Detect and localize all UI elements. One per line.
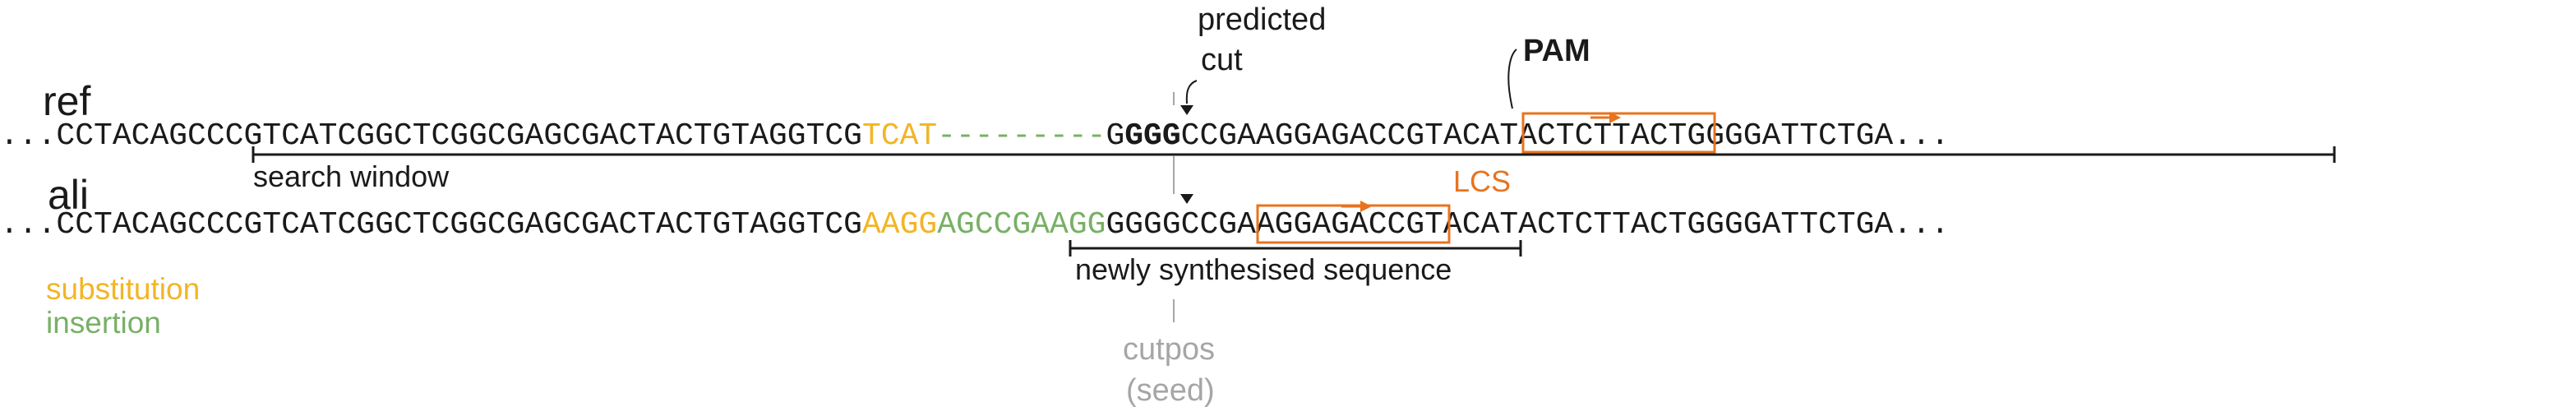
ref-seq-lcs: CCGAAGG	[1181, 118, 1313, 154]
predicted-cut-label-line2: cut	[1201, 43, 1243, 77]
pam-leader	[1507, 49, 1517, 109]
ref-seq-pam: GGG	[1124, 118, 1180, 154]
predicted-cut-label-line1: predicted	[1198, 2, 1326, 37]
ali-trailing-ellipsis: ...	[1893, 207, 1949, 243]
legend-substitution: substitution	[46, 272, 200, 306]
ali-leading-ellipsis: ...	[0, 207, 56, 243]
ref-label: ref	[43, 78, 90, 124]
ref-seq-g: G	[1106, 118, 1124, 154]
search-window-bracket	[252, 146, 2336, 163]
ref-seq-substitution: TCAT	[862, 118, 937, 154]
ali-label: ali	[48, 172, 89, 218]
ali-seq-insertion: A	[937, 207, 956, 243]
lcs-label: LCS	[1453, 164, 1511, 198]
ref-lcs-box	[1521, 112, 1716, 154]
ali-seq-suffix: GGGGCCGAAGGAGACCGTACATACTCTTACTGGGGATTCT…	[1106, 207, 1893, 243]
ref-sequence: ...CCTACAGCCCGTCATCGGCTCGGCGAGCGACTACTGT…	[0, 118, 1950, 154]
pam-label: PAM	[1523, 34, 1590, 68]
ref-seq-gap: ---------	[937, 118, 1106, 154]
legend-insertion: insertion	[46, 306, 161, 340]
cutpos-label-line1: cutpos	[1123, 332, 1215, 367]
newly-synthesised-bracket	[1069, 240, 1522, 257]
ref-leading-ellipsis: ...	[0, 118, 56, 154]
ali-seq-prefix: CCTACAGCCCGTCATCGGCTCGGCGAGCGACTACTGTAGG…	[56, 207, 862, 243]
predicted-cut-marker-ref-icon	[1180, 105, 1193, 115]
predicted-cut-marker-ali-icon	[1180, 194, 1193, 204]
ref-trailing-ellipsis: ...	[1893, 118, 1949, 154]
cutpos-label-line2: (seed)	[1126, 373, 1215, 408]
ali-sequence: ...CCTACAGCCCGTCATCGGCTCGGCGAGCGACTACTGT…	[0, 207, 1950, 243]
newly-synthesised-label: newly synthesised sequence	[1075, 252, 1452, 286]
ali-seq-insertion-lcs: GCCGAAGG	[956, 207, 1106, 243]
ali-seq-substitution: AAGG	[862, 207, 937, 243]
search-window-label: search window	[253, 159, 450, 193]
ref-seq-suffix: AGACCGTACATACTCTTACTGGGGATTCTGA	[1312, 118, 1893, 154]
ref-seq-prefix: CCTACAGCCCGTCATCGGCTCGGCGAGCGACTACTGTAGG…	[56, 118, 862, 154]
predicted-cut-leader	[1185, 80, 1198, 104]
